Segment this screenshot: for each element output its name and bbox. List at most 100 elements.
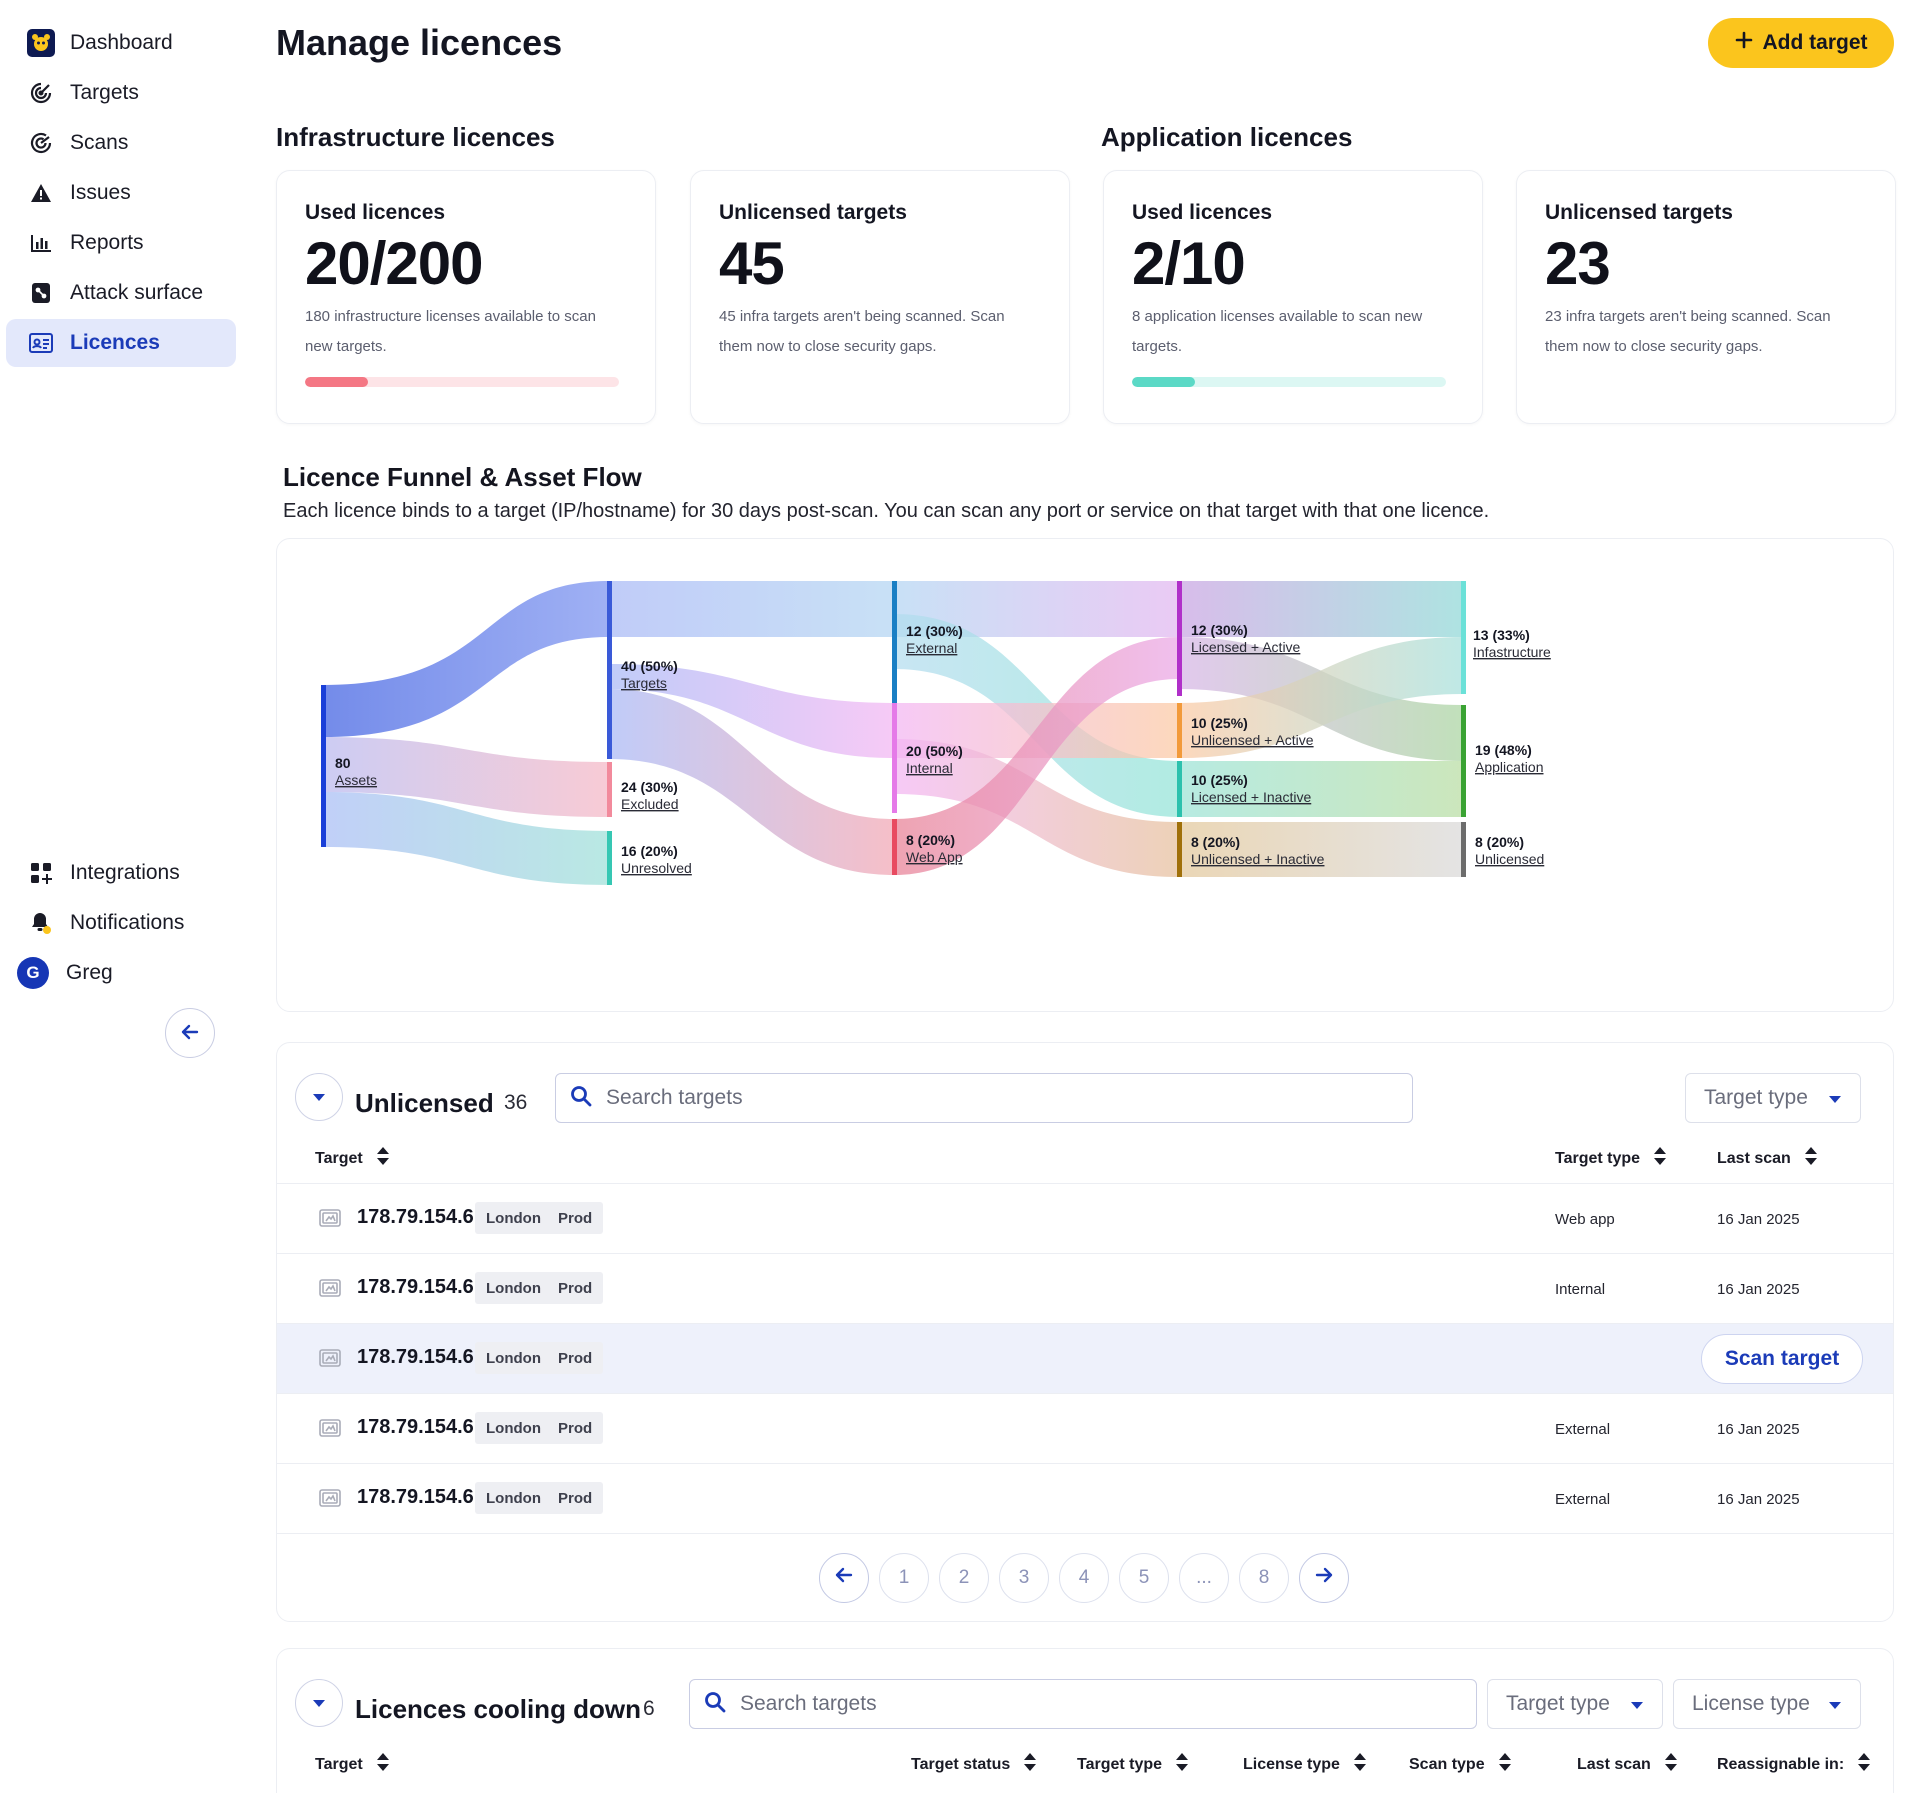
card-value: 45 (719, 230, 785, 297)
sankey-nodes (321, 581, 1466, 885)
sidebar-item-targets[interactable]: Targets (6, 69, 236, 117)
sidebar-item-integrations[interactable]: Integrations (6, 849, 236, 897)
table-row[interactable]: 178.79.154.6 London Prod External 16 Jan 202… (277, 1463, 1893, 1533)
card-description-line: them now to close security gaps. (1545, 338, 1763, 355)
caret-down-icon (1630, 1692, 1644, 1716)
tag: Prod (547, 1202, 604, 1234)
sidebar-item-reports[interactable]: Reports (6, 219, 236, 267)
column-header-reassignable-in[interactable]: Reassignable in: (1717, 1753, 1871, 1776)
card-description-line: 8 application licenses available to scan… (1132, 308, 1423, 325)
sort-icon (1804, 1147, 1817, 1170)
sidebar-item-label: Scans (70, 131, 129, 154)
unlicensed-title: Unlicensed (355, 1088, 494, 1118)
attack-surface-icon (24, 278, 58, 308)
tag: London (475, 1412, 552, 1444)
collapse-unlicensed-button[interactable] (295, 1073, 343, 1121)
page-button[interactable]: 1 (879, 1553, 929, 1603)
page-button[interactable]: 5 (1119, 1553, 1169, 1603)
target-icon (319, 1209, 341, 1232)
column-header-label: Reassignable in: (1717, 1755, 1845, 1773)
sidebar-item-licences[interactable]: Licences (6, 319, 236, 367)
column-header-target-type[interactable]: Target type (1077, 1753, 1189, 1776)
page-button[interactable]: 3 (999, 1553, 1049, 1603)
target-icon (319, 1279, 341, 1302)
column-header-target-status[interactable]: Target status (911, 1753, 1037, 1776)
column-header-target[interactable]: Target (315, 1753, 389, 1776)
select-value: License type (1692, 1692, 1810, 1715)
page-button[interactable]: 8 (1239, 1553, 1289, 1603)
sankey-node-webapp (892, 819, 897, 875)
sort-icon (1858, 1753, 1871, 1776)
table-row[interactable]: 178.79.154.6 London Prod Scan target (277, 1323, 1893, 1393)
target-icon (319, 1349, 341, 1372)
target-type-select[interactable]: Target type (1685, 1073, 1861, 1123)
target-type-select[interactable]: Target type (1487, 1679, 1663, 1729)
add-target-button[interactable]: Add target (1708, 18, 1894, 68)
tag: Prod (547, 1482, 604, 1514)
sort-icon (376, 1147, 389, 1170)
flow-assets-targets (323, 581, 609, 737)
target-type: External (1555, 1491, 1611, 1508)
sankey-label-lic-active: Licensed + Active (1191, 639, 1301, 655)
caret-down-icon (1828, 1692, 1842, 1716)
application-heading: Application licences (1101, 122, 1353, 152)
target-ip: 178.79.154.6 (357, 1346, 474, 1368)
bell-icon (24, 908, 58, 938)
sidebar-item-scans[interactable]: Scans (6, 119, 236, 167)
column-header-last-scan[interactable]: Last scan (1717, 1147, 1817, 1170)
column-header-target-type[interactable]: Target type (1555, 1147, 1667, 1170)
column-header-license-type[interactable]: License type (1243, 1753, 1366, 1776)
column-header-label: Target (315, 1755, 363, 1773)
card-description: 45 infra targets aren't being scanned. S… (719, 302, 1041, 362)
arrow-right-icon (1314, 1565, 1334, 1591)
card-description: 8 application licenses available to scan… (1132, 302, 1454, 362)
scan-target-button[interactable]: Scan target (1701, 1334, 1863, 1384)
column-header-scan-type[interactable]: Scan type (1409, 1753, 1511, 1776)
cooling-down-table: Licences cooling down 6 Target type Lice… (276, 1648, 1894, 1793)
sankey-node-application (1461, 705, 1466, 817)
flow-targets-webapp (609, 689, 894, 875)
sidebar-item-issues[interactable]: Issues (6, 169, 236, 217)
search-input[interactable] (740, 1692, 1435, 1716)
sidebar-item-user[interactable]: G Greg (6, 949, 236, 997)
search-icon (704, 1691, 726, 1718)
card-value: 20/200 (305, 230, 484, 297)
infra-usage-fill (305, 377, 368, 387)
sankey-node-assets (321, 685, 326, 847)
table-footer-divider (277, 1533, 1893, 1534)
target-ip: 178.79.154.6 (357, 1206, 474, 1228)
sidebar-item-notifications[interactable]: Notifications (6, 899, 236, 947)
infra-usage-bar (305, 377, 619, 387)
collapse-cooling-button[interactable] (295, 1679, 343, 1727)
column-header-target[interactable]: Target (315, 1147, 389, 1170)
next-page-button[interactable] (1299, 1553, 1349, 1603)
page-button[interactable]: ... (1179, 1553, 1229, 1603)
tag: London (475, 1482, 552, 1514)
collapse-sidebar-button[interactable] (165, 1008, 215, 1058)
sidebar-item-attack-surface[interactable]: Attack surface (6, 269, 236, 317)
table-row[interactable]: 178.79.154.6 London Prod External 16 Jan 202… (277, 1393, 1893, 1463)
sankey-node-internal (892, 703, 897, 813)
search-input[interactable] (606, 1086, 1364, 1110)
sankey-node-unlic-inactive (1177, 822, 1182, 877)
card-description-line: 180 infrastructure licenses available to… (305, 308, 596, 325)
sidebar-item-dashboard[interactable]: Dashboard (6, 19, 236, 67)
column-header-last-scan[interactable]: Last scan (1577, 1753, 1677, 1776)
target-ip: 178.79.154.6 (357, 1486, 474, 1508)
table-row[interactable]: 178.79.154.6 London Prod Web app 16 Jan 2025 (277, 1183, 1893, 1253)
table-row[interactable]: 178.79.154.6 London Prod Internal 16 Jan 202… (277, 1253, 1893, 1323)
unlicensed-search[interactable] (555, 1073, 1413, 1123)
page-button[interactable]: 2 (939, 1553, 989, 1603)
last-scan: 16 Jan 2025 (1717, 1281, 1800, 1298)
card-description-line: targets. (1132, 338, 1183, 355)
license-type-select[interactable]: License type (1673, 1679, 1861, 1729)
column-header-label: Target status (911, 1755, 1011, 1773)
sankey-label-targets: Targets (621, 675, 667, 691)
previous-page-button[interactable] (819, 1553, 869, 1603)
sankey-value-application: 19 (48%) (1475, 742, 1532, 758)
sankey-node-lic-inactive (1177, 761, 1182, 817)
sankey-value-infrastructure: 13 (33%) (1473, 627, 1530, 643)
page-button[interactable]: 4 (1059, 1553, 1109, 1603)
column-header-label: Target type (1555, 1149, 1641, 1167)
cooling-search[interactable] (689, 1679, 1477, 1729)
